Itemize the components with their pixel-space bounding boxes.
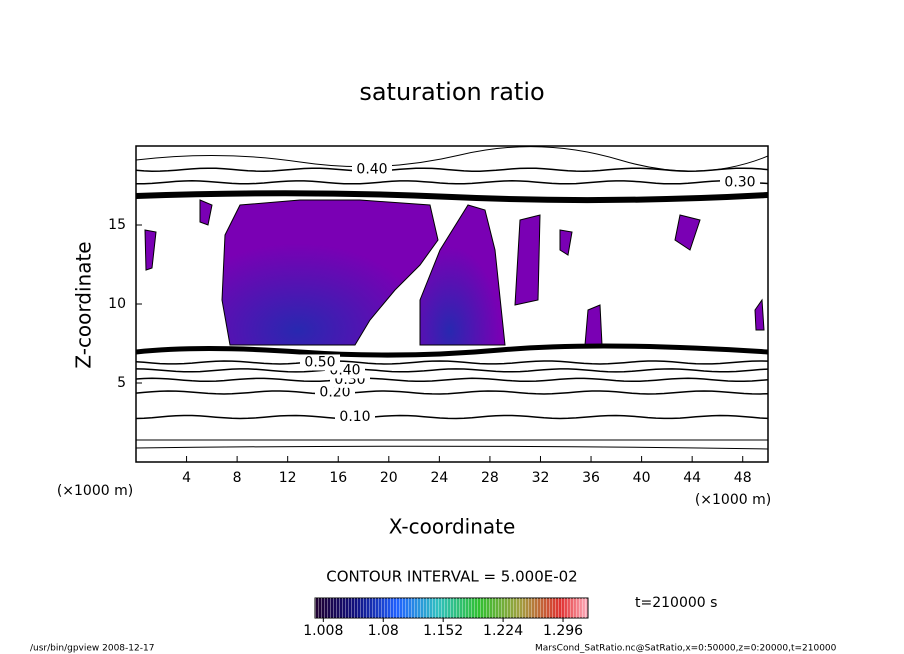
x-tick-label: 28 xyxy=(481,470,499,486)
contour-label: 0.40 xyxy=(356,162,387,178)
colorbar-tick-label: 1.224 xyxy=(483,623,523,639)
colorbar-tick-label: 1.008 xyxy=(303,623,343,639)
x-tick-label: 4 xyxy=(182,470,191,486)
contour-label: 0.20 xyxy=(319,384,350,400)
contour-label-bg xyxy=(300,354,340,371)
x-unit-label: (×1000 m) xyxy=(57,483,133,499)
colorbar-tick-label: 1.152 xyxy=(423,623,463,639)
x-tick-label: 12 xyxy=(279,470,297,486)
contour-line xyxy=(135,414,769,420)
supersaturated-region xyxy=(221,199,439,346)
contour-label: 0.30 xyxy=(724,174,755,190)
contour-line xyxy=(135,360,769,365)
x-tick-label: 44 xyxy=(683,470,701,486)
filled-regions xyxy=(136,146,768,450)
contour-label-bg xyxy=(315,384,355,401)
contour-label: 0.10 xyxy=(339,409,370,425)
contour-label: 0.50 xyxy=(304,354,335,370)
y-axis-label: Z-coordinate xyxy=(72,241,96,368)
x-tick-label: 48 xyxy=(734,470,752,486)
supersaturated-region xyxy=(419,204,506,346)
contour-line xyxy=(135,167,769,172)
x-tick-label: 24 xyxy=(430,470,448,486)
contour-band xyxy=(136,343,768,358)
x-axis-label: X-coordinate xyxy=(389,515,516,539)
x-tick-label: 32 xyxy=(532,470,550,486)
colorbar-tick-label: 1.08 xyxy=(368,623,399,639)
contour-line xyxy=(135,390,769,395)
x-tick-label: 40 xyxy=(633,470,651,486)
x-tick-label: 16 xyxy=(329,470,347,486)
x-tick-label: 36 xyxy=(582,470,600,486)
contour-interval: CONTOUR INTERVAL = 5.000E-02 xyxy=(326,568,577,586)
x-unit-label: (×1000 m) xyxy=(695,492,771,508)
colorbar-stripes xyxy=(315,598,588,618)
x-tick-label: 20 xyxy=(380,470,398,486)
colorbar-tick-label: 1.296 xyxy=(543,623,583,639)
footer: MarsCond_SatRatio.nc@SatRatio,x=0:50000,… xyxy=(535,644,837,654)
y-tick-label: 5 xyxy=(117,375,126,391)
contour-line xyxy=(135,368,769,373)
y-tick-label: 10 xyxy=(108,296,126,312)
chart-title: saturation ratio xyxy=(359,78,544,106)
time-label: t=210000 s xyxy=(635,595,717,611)
contour-band xyxy=(136,190,768,204)
contour-line xyxy=(136,180,769,185)
contour-label-bg xyxy=(335,408,375,425)
contour-line xyxy=(135,377,769,383)
contour-label-bg xyxy=(352,161,392,178)
footer: /usr/bin/gpview 2008-12-17 xyxy=(30,644,154,654)
y-tick-label: 15 xyxy=(108,217,126,233)
x-tick-label: 8 xyxy=(233,470,242,486)
contour-label-bg xyxy=(720,174,760,191)
